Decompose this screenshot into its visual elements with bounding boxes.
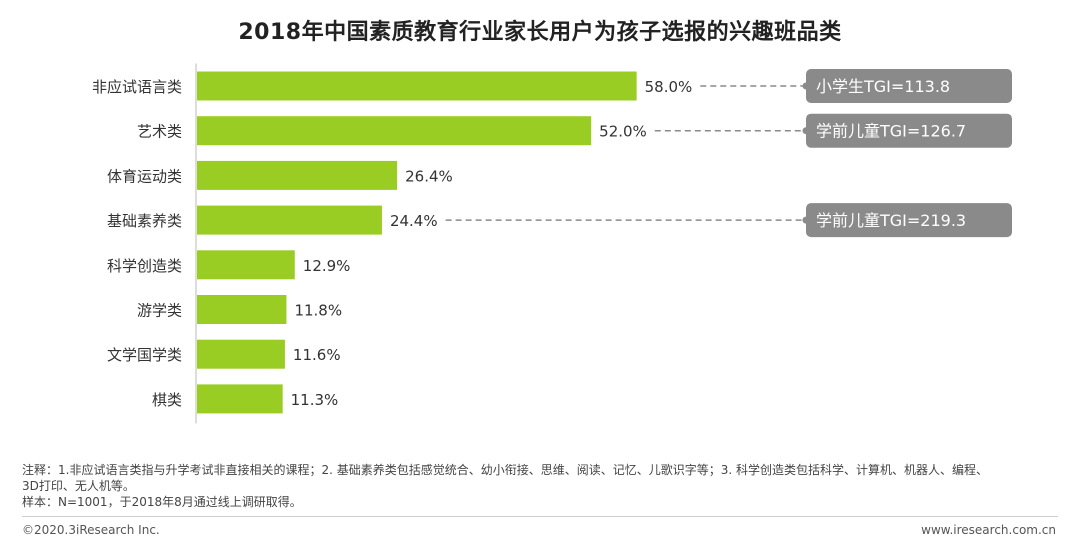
category-label: 艺术类: [137, 123, 182, 141]
value-label: 12.9%: [303, 257, 351, 275]
bar: [197, 116, 592, 146]
category-label: 文学国学类: [107, 346, 182, 364]
category-label: 科学创造类: [107, 257, 182, 275]
bar: [197, 160, 398, 190]
note-line-3: 样本：N=1001，于2018年8月通过线上调研取得。: [22, 495, 302, 509]
category-label: 基础素养类: [107, 212, 182, 230]
category-label: 游学类: [137, 302, 182, 320]
value-label: 11.8%: [294, 302, 342, 320]
bar: [197, 205, 382, 235]
value-label: 52.0%: [599, 123, 647, 141]
category-label: 体育运动类: [107, 167, 182, 185]
value-label: 11.3%: [291, 391, 339, 409]
footer-divider: [22, 516, 1058, 517]
category-label: 棋类: [152, 391, 182, 409]
footer-website: www.iresearch.com.cn: [921, 523, 1056, 537]
value-label: 11.6%: [293, 346, 341, 364]
callout-box: [806, 203, 1012, 238]
value-label: 26.4%: [405, 167, 453, 185]
value-label: 24.4%: [390, 212, 438, 230]
category-label: 非应试语言类: [92, 78, 182, 96]
bar: [197, 384, 283, 414]
callout-text: 小学生TGI=113.8: [816, 77, 950, 96]
callout-box: [806, 69, 1012, 103]
note-line-1: 注释：1.非应试语言类指与升学考试非直接相关的课程；2. 基础素养类包括感觉统合…: [22, 463, 988, 477]
callout-box: [806, 113, 1012, 148]
footer-copyright: ©2020.3iResearch Inc.: [22, 523, 160, 537]
chart-title: 2018年中国素质教育行业家长用户为孩子选报的兴趣班品类: [238, 20, 842, 45]
bar: [197, 339, 285, 369]
bar: [197, 295, 287, 324]
bar: [197, 250, 295, 280]
note-line-2: 3D打印、无人机等。: [22, 479, 135, 493]
callout-text: 学前儿童TGI=219.3: [816, 211, 966, 230]
bar: [197, 71, 637, 101]
bar-chart: 非应试语言类 58.0% 艺术类 52.0% 体育运动类 26.4% 基础素养类 24.4% 科…: [92, 63, 1012, 424]
notes: 注释：1.非应试语言类指与升学考试非直接相关的课程；2. 基础素养类包括感觉统合…: [22, 462, 1062, 510]
value-label: 58.0%: [645, 78, 693, 96]
callout-text: 学前儿童TGI=126.7: [816, 122, 966, 141]
